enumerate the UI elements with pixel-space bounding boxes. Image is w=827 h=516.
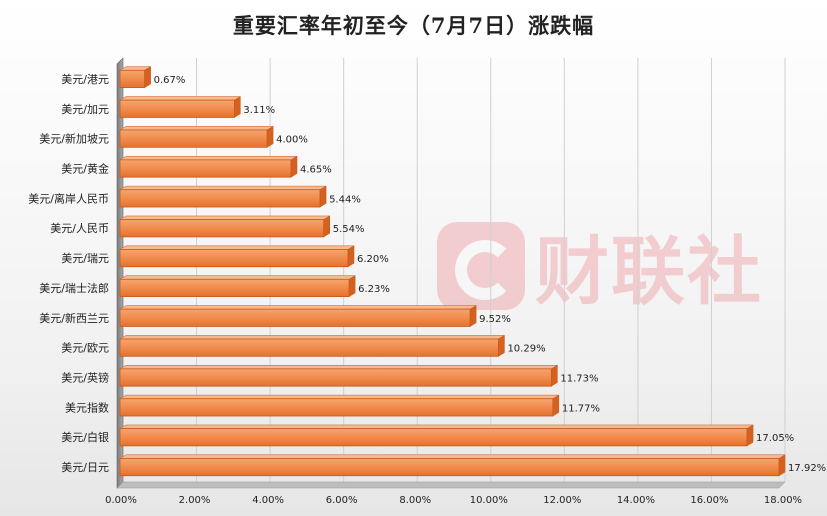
category-label: 美元/黄金 <box>61 162 109 176</box>
bar-top <box>119 424 754 429</box>
data-label: 4.00% <box>276 135 308 146</box>
bar <box>119 458 780 477</box>
bar-end <box>498 334 505 357</box>
bar <box>119 189 321 208</box>
x-tick-label: 10.00% <box>470 495 508 506</box>
bar-top <box>119 335 506 340</box>
bar-end <box>319 185 327 208</box>
bar-end <box>266 125 274 148</box>
bar <box>119 219 325 238</box>
bar <box>119 398 554 417</box>
category-label: 美元/英镑 <box>61 371 109 385</box>
bar <box>119 69 146 88</box>
bar-top <box>119 126 275 131</box>
axis-floor <box>116 481 786 489</box>
bar-top <box>119 364 559 370</box>
data-label: 11.77% <box>562 403 600 414</box>
watermark: 财联社 <box>437 212 763 319</box>
bar-end <box>144 66 151 89</box>
data-label: 17.92% <box>788 463 826 474</box>
bar <box>119 278 350 297</box>
x-tick-label: 18.00% <box>764 495 802 506</box>
bar-end <box>234 96 241 118</box>
data-label: 3.11% <box>243 105 275 116</box>
bar-top <box>119 394 560 399</box>
data-label: 6.23% <box>358 284 390 295</box>
bar-end <box>348 275 356 298</box>
bar <box>119 159 292 178</box>
bar-end <box>552 394 560 417</box>
bar-top <box>119 185 327 190</box>
bar-end <box>290 155 298 178</box>
bar <box>119 249 349 268</box>
x-tick-label: 16.00% <box>690 495 728 506</box>
data-label: 9.52% <box>479 314 511 325</box>
category-label: 美元指数 <box>65 400 109 414</box>
data-label: 6.20% <box>357 254 389 265</box>
bar-end <box>323 215 330 238</box>
bar <box>119 99 235 118</box>
data-label: 0.67% <box>154 75 186 86</box>
category-label: 美元/离岸人民币 <box>28 191 109 205</box>
bar-end <box>469 305 477 327</box>
data-label: 5.44% <box>329 194 361 205</box>
category-label: 美元/新加坡元 <box>39 132 109 146</box>
category-label: 美元/白银 <box>61 430 109 444</box>
data-label: 11.73% <box>560 374 598 385</box>
chart-title: 重要汇率年初至今（7月7日）涨跌幅 <box>232 13 595 38</box>
bar-end <box>551 364 558 387</box>
data-label: 5.54% <box>333 224 365 235</box>
bar-end <box>778 454 786 477</box>
bar-top <box>119 155 298 161</box>
category-label: 美元/新西兰元 <box>39 311 109 325</box>
x-tick-label: 2.00% <box>179 495 211 506</box>
bar-top <box>119 305 478 310</box>
data-label: 17.05% <box>756 433 794 444</box>
data-label: 10.29% <box>507 344 545 355</box>
category-label: 美元/加元 <box>61 103 109 116</box>
x-tick-label: 0.00% <box>105 495 137 506</box>
bar-end <box>347 245 355 268</box>
category-label: 美元/人民币 <box>50 222 109 235</box>
axis-side-wall <box>116 57 124 489</box>
bar <box>119 428 748 447</box>
data-label: 4.65% <box>300 165 332 176</box>
bar <box>119 308 471 327</box>
category-label: 美元/瑞士法郎 <box>39 281 109 295</box>
x-tick-label: 12.00% <box>543 495 581 506</box>
watermark-text: 财联社 <box>535 229 763 315</box>
bar <box>119 129 268 148</box>
category-label: 美元/欧元 <box>61 342 109 355</box>
watermark-logo-icon <box>437 221 525 310</box>
category-label: 美元/瑞元 <box>61 251 109 265</box>
bar-top <box>119 245 355 250</box>
bar-top <box>119 275 357 280</box>
x-tick-label: 8.00% <box>399 495 431 506</box>
category-label: 美元/日元 <box>61 461 109 474</box>
bar-top <box>119 454 786 459</box>
x-tick-label: 6.00% <box>326 495 358 506</box>
bar <box>119 368 552 387</box>
x-tick-label: 4.00% <box>252 495 284 506</box>
x-tick-label: 14.00% <box>617 495 655 506</box>
bar-top <box>119 215 331 220</box>
category-label: 美元/港元 <box>61 73 109 86</box>
bar-top <box>119 96 242 101</box>
bar-end <box>746 424 754 447</box>
bar <box>119 338 499 357</box>
